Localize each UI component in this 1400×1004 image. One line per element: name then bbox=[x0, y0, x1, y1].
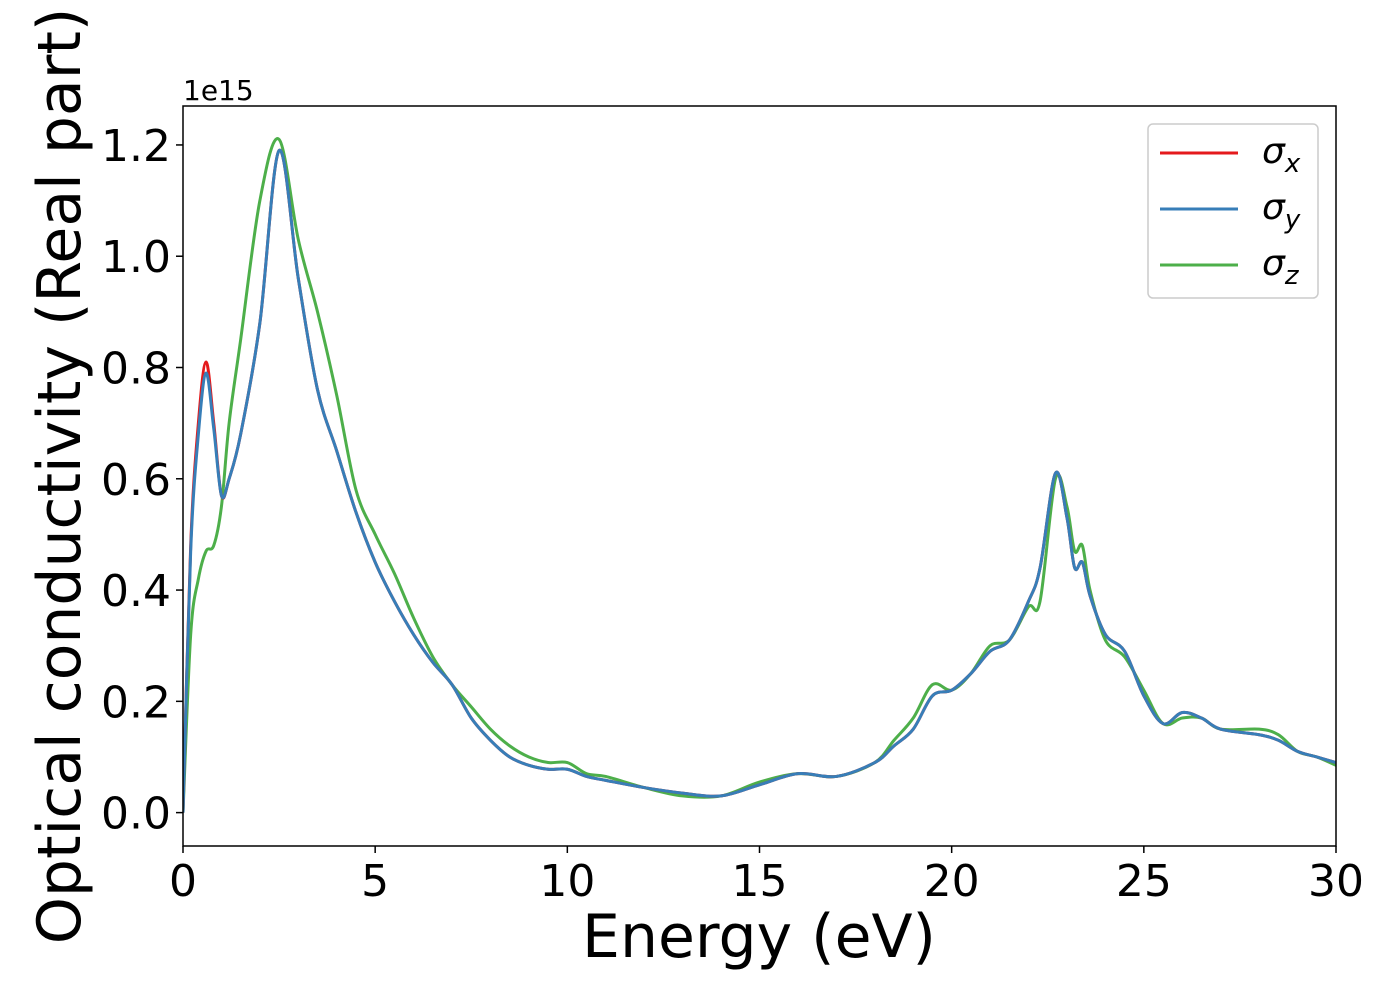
y-tick-label: 0.4 bbox=[101, 566, 171, 617]
series-line-sigma-z bbox=[183, 137, 1336, 813]
legend-label-sigma-y: σy bbox=[1262, 187, 1301, 235]
y-offset-label: 1e15 bbox=[183, 74, 254, 107]
series-line-sigma-y bbox=[183, 148, 1336, 813]
series-layer bbox=[183, 137, 1336, 813]
y-axis-title: Optical conductivity (Real part) bbox=[25, 8, 95, 945]
y-tick-label: 0.6 bbox=[101, 455, 171, 506]
x-axis-title: Energy (eV) bbox=[582, 902, 936, 972]
y-tick-label: 0.0 bbox=[101, 789, 171, 840]
legend-box bbox=[1147, 123, 1319, 299]
x-tick-label: 15 bbox=[732, 856, 788, 907]
legend-label-sigma-z: σz bbox=[1262, 243, 1300, 291]
x-axis: 0 5 10 15 20 25 30 bbox=[169, 846, 1364, 907]
y-tick-label: 0.8 bbox=[101, 344, 171, 395]
x-tick-label: 20 bbox=[924, 856, 980, 907]
y-tick-label: 1.0 bbox=[101, 232, 171, 283]
y-tick-label: 1.2 bbox=[101, 121, 171, 172]
x-tick-label: 25 bbox=[1116, 856, 1172, 907]
y-axis: 0.0 0.2 0.4 0.6 0.8 1.0 1.2 bbox=[101, 121, 183, 840]
legend-label-sigma-x: σx bbox=[1262, 131, 1301, 179]
x-tick-label: 0 bbox=[169, 856, 197, 907]
x-tick-label: 5 bbox=[361, 856, 389, 907]
legend: σx σy σz bbox=[1147, 123, 1319, 299]
x-tick-label: 10 bbox=[539, 856, 595, 907]
x-tick-label: 30 bbox=[1308, 856, 1364, 907]
y-tick-label: 0.2 bbox=[101, 677, 171, 728]
